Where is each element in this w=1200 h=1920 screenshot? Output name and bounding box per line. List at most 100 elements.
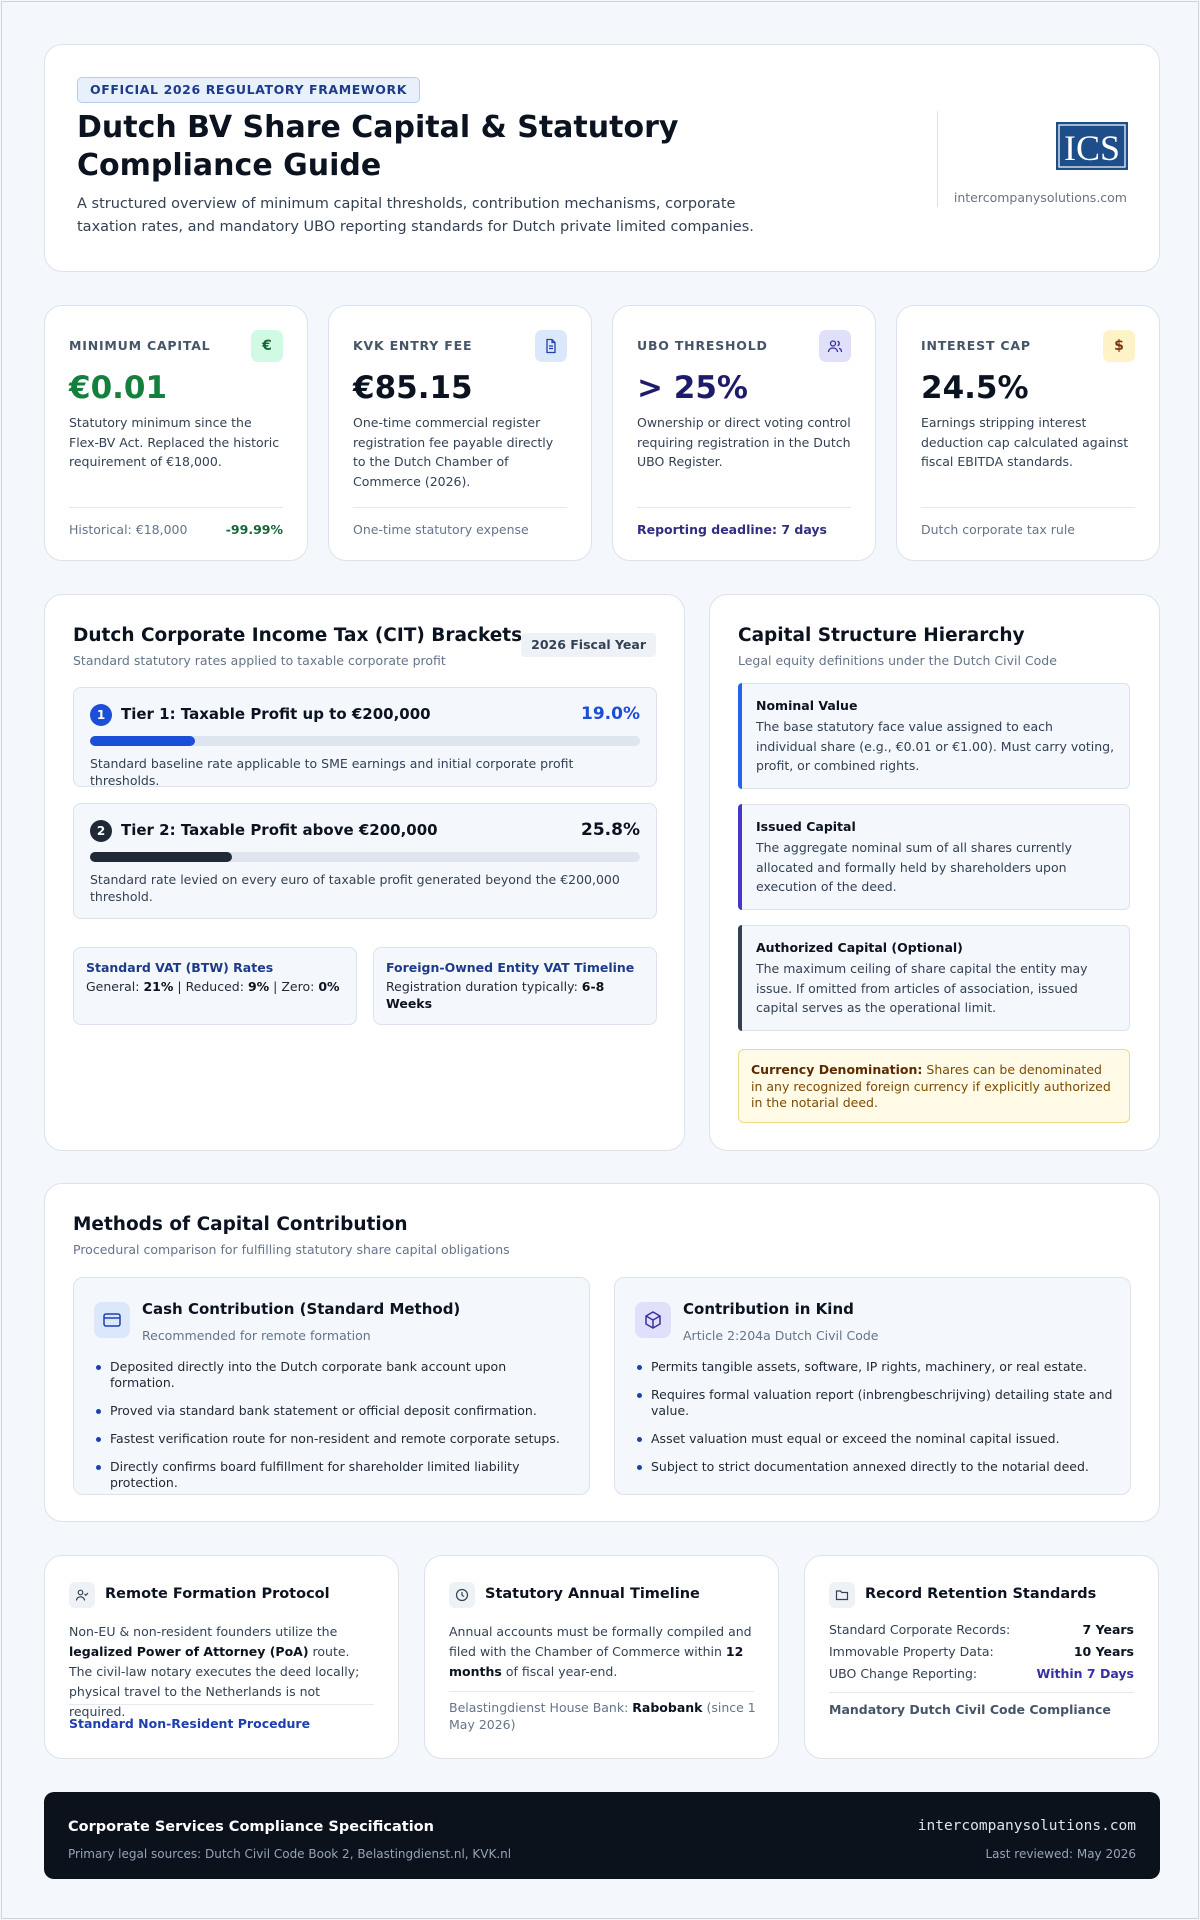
retention-row: Standard Corporate Records: 7 Years <box>829 1622 1134 1637</box>
method-title: Contribution in Kind <box>683 1300 854 1318</box>
authorized-capital-item: Authorized Capital (Optional) The maximu… <box>738 925 1130 1031</box>
stat-card-interest-cap: INTEREST CAP $ 24.5% Earnings stripping … <box>896 305 1160 561</box>
tier-2: 2 Tier 2: Taxable Profit above €200,000 … <box>73 803 657 919</box>
section-subtitle: Procedural comparison for fulfilling sta… <box>73 1242 510 1257</box>
page-subtitle: A structured overview of minimum capital… <box>77 196 754 235</box>
method-subtitle: Recommended for remote formation <box>142 1328 371 1343</box>
footer-title: Corporate Services Compliance Specificat… <box>68 1819 434 1835</box>
stat-footer: Historical: €18,000 <box>69 522 188 537</box>
vat-rates: General: 21% | Reduced: 9% | Zero: 0% <box>86 979 340 994</box>
stat-card-kvk-fee: KVK ENTRY FEE €85.15 One-time commercial… <box>328 305 592 561</box>
stat-value: €0.01 <box>69 370 168 406</box>
card-text: Annual accounts must be formally compile… <box>449 1624 752 1679</box>
tier-description: Standard baseline rate applicable to SME… <box>90 756 574 788</box>
remote-formation-card: Remote Formation Protocol Non-EU & non-r… <box>44 1555 399 1759</box>
tier-rate: 25.8% <box>581 820 640 840</box>
non-resident-procedure-link[interactable]: Standard Non-Resident Procedure <box>69 1716 311 1731</box>
stat-footer: One-time statutory expense <box>353 522 529 537</box>
item-text: The base statutory face value assigned t… <box>756 719 1115 773</box>
footer-reviewed: Last reviewed: May 2026 <box>985 1847 1136 1861</box>
section-subtitle: Standard statutory rates applied to taxa… <box>73 653 446 668</box>
stat-description: Ownership or direct voting control requi… <box>637 415 851 469</box>
page-title: Dutch BV Share Capital & Statutory Compl… <box>77 110 679 183</box>
retention-row: UBO Change Reporting: Within 7 Days <box>829 1666 1134 1681</box>
dollar-icon: $ <box>1103 330 1135 362</box>
tier-number: 1 <box>90 704 112 726</box>
house-bank-note: Belastingdienst House Bank: Rabobank (si… <box>449 1700 756 1732</box>
clock-icon <box>449 1582 475 1608</box>
kind-contribution-card: Contribution in Kind Article 2:204a Dutc… <box>614 1277 1131 1495</box>
divider <box>829 1692 1134 1693</box>
item-text: The aggregate nominal sum of all shares … <box>756 840 1072 894</box>
vat-rates-box: Standard VAT (BTW) Rates General: 21% | … <box>73 947 357 1025</box>
stat-value: €85.15 <box>353 370 473 406</box>
method-list: Permits tangible assets, software, IP ri… <box>635 1359 1115 1487</box>
section-subtitle: Legal equity definitions under the Dutch… <box>738 653 1057 668</box>
accent-bar <box>738 804 742 910</box>
foreign-vat-box: Foreign-Owned Entity VAT Timeline Regist… <box>373 947 657 1025</box>
card-text: Non-EU & non-resident founders utilize t… <box>69 1624 360 1719</box>
tier-title: Tier 2: Taxable Profit above €200,000 <box>121 821 438 839</box>
stat-card-ubo-threshold: UBO THRESHOLD > 25% Ownership or direct … <box>612 305 876 561</box>
framework-badge: OFFICIAL 2026 REGULATORY FRAMEWORK <box>77 77 420 103</box>
logo-url[interactable]: intercompanysolutions.com <box>953 190 1127 205</box>
tier-description: Standard rate levied on every euro of ta… <box>90 872 620 904</box>
section-title: Capital Structure Hierarchy <box>738 625 1025 646</box>
section-title: Methods of Capital Contribution <box>73 1214 408 1235</box>
rate-bar <box>90 736 640 746</box>
list-item: Deposited directly into the Dutch corpor… <box>94 1359 574 1391</box>
euro-icon: € <box>251 330 283 362</box>
document-icon <box>535 330 567 362</box>
footer-url[interactable]: intercompanysolutions.com <box>917 1818 1136 1834</box>
vat-title: Standard VAT (BTW) Rates <box>86 960 274 975</box>
method-subtitle: Article 2:204a Dutch Civil Code <box>683 1328 879 1343</box>
record-retention-card: Record Retention Standards Standard Corp… <box>804 1555 1159 1759</box>
divider <box>921 507 1135 508</box>
footer-sources: Primary legal sources: Dutch Civil Code … <box>68 1847 512 1861</box>
card-title: Record Retention Standards <box>865 1586 1097 1602</box>
fiscal-year-tag: 2026 Fiscal Year <box>521 633 656 657</box>
ics-logo: ICS <box>1056 122 1128 170</box>
page-footer: Corporate Services Compliance Specificat… <box>44 1792 1160 1879</box>
divider <box>637 507 851 508</box>
tier-title: Tier 1: Taxable Profit up to €200,000 <box>121 705 431 723</box>
list-item: Subject to strict documentation annexed … <box>635 1459 1115 1475</box>
user-check-icon <box>69 1582 95 1608</box>
rate-bar-fill <box>90 736 195 746</box>
rate-bar-fill <box>90 852 232 862</box>
currency-denomination-note: Currency Denomination: Shares can be den… <box>738 1049 1130 1123</box>
divider <box>449 1691 754 1692</box>
list-item: Directly confirms board fulfillment for … <box>94 1459 574 1491</box>
retention-row: Immovable Property Data: 10 Years <box>829 1644 1134 1659</box>
foreign-vat-text: Registration duration typically: 6-8 Wee… <box>386 979 605 1011</box>
foreign-vat-title: Foreign-Owned Entity VAT Timeline <box>386 960 635 975</box>
cit-brackets-card: Dutch Corporate Income Tax (CIT) Bracket… <box>44 594 685 1151</box>
header-card: OFFICIAL 2026 REGULATORY FRAMEWORK Dutch… <box>44 44 1160 272</box>
stat-label: UBO THRESHOLD <box>637 338 768 353</box>
annual-timeline-card: Statutory Annual Timeline Annual account… <box>424 1555 779 1759</box>
list-item: Permits tangible assets, software, IP ri… <box>635 1359 1115 1375</box>
rate-bar <box>90 852 640 862</box>
list-item: Proved via standard bank statement or of… <box>94 1403 574 1419</box>
method-list: Deposited directly into the Dutch corpor… <box>94 1359 574 1503</box>
stat-description: Statutory minimum since the Flex-BV Act.… <box>69 415 280 469</box>
capital-structure-card: Capital Structure Hierarchy Legal equity… <box>709 594 1160 1151</box>
compliance-label: Mandatory Dutch Civil Code Compliance <box>829 1702 1111 1717</box>
item-text: The maximum ceiling of share capital the… <box>756 961 1088 1015</box>
stat-description: Earnings stripping interest deduction ca… <box>921 415 1129 469</box>
list-item: Requires formal valuation report (inbren… <box>635 1387 1115 1419</box>
accent-bar <box>738 925 742 1031</box>
cash-contribution-card: Cash Contribution (Standard Method) Reco… <box>73 1277 590 1495</box>
card-title: Statutory Annual Timeline <box>485 1586 700 1602</box>
accent-bar <box>738 683 742 789</box>
package-icon <box>635 1302 671 1338</box>
nominal-value-item: Nominal Value The base statutory face va… <box>738 683 1130 789</box>
section-title: Dutch Corporate Income Tax (CIT) Bracket… <box>73 625 523 646</box>
stat-value: > 25% <box>637 370 748 406</box>
credit-card-icon <box>94 1302 130 1338</box>
stat-value: 24.5% <box>921 370 1029 406</box>
header-divider <box>937 111 938 207</box>
card-title: Remote Formation Protocol <box>105 1586 330 1602</box>
issued-capital-item: Issued Capital The aggregate nominal sum… <box>738 804 1130 910</box>
item-title: Issued Capital <box>756 819 856 834</box>
